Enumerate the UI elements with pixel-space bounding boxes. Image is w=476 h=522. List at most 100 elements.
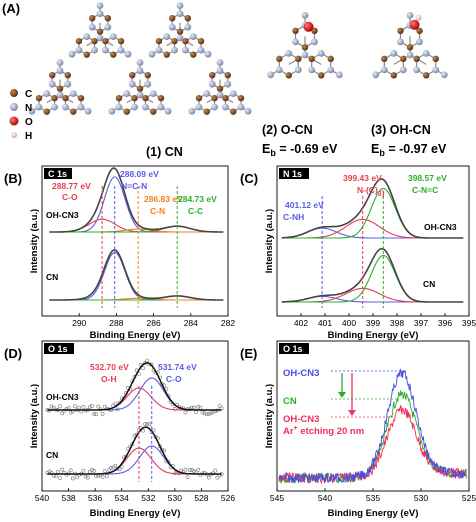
panel-d-top-data-point xyxy=(92,412,96,416)
panel-c-peak-399-43-assign: N-(C)3) xyxy=(357,185,385,198)
x-tick-label: 540 xyxy=(318,493,332,503)
panel-label-b: (B) xyxy=(4,171,22,186)
panel-c-peak-401-12: 401.12 eV xyxy=(285,200,324,210)
panel-e-spectrum-ohcn3 xyxy=(278,368,467,484)
panel-b-peak-288-77-assign: C-O xyxy=(62,192,78,202)
panel-d-top-data-point xyxy=(87,405,92,409)
panel-d-bottom-data-point xyxy=(70,476,75,481)
panel-b-title: C 1s xyxy=(48,169,67,179)
panel-c: (C) N 1s 402 401 400 399 398 397 396 395 Bindin… xyxy=(240,165,476,341)
panel-e-legend-cn: CN xyxy=(283,396,297,407)
panel-d-bottom-data-point xyxy=(113,463,118,468)
panel-d-peak-532-70: 532.70 eV xyxy=(90,362,129,372)
structure-2-label: (2) O-CN xyxy=(262,123,313,137)
panel-b-peak-284-73: 284.73 eV xyxy=(178,194,217,204)
panel-d-bottom-data-point xyxy=(183,467,188,472)
panel-d-bottom-data-point xyxy=(215,475,220,480)
panel-d-top-data-point xyxy=(172,407,177,411)
x-tick-label: 538 xyxy=(61,493,75,503)
panel-d-bottom-data-point xyxy=(77,472,82,477)
panel-d-top-data-point xyxy=(96,404,101,409)
x-tick-label: 284 xyxy=(184,318,198,328)
panel-b-x-label: Binding Energy (eV) xyxy=(90,330,181,341)
panel-d-bottom-data-point xyxy=(151,428,156,433)
panel-d-bottom-data-point xyxy=(115,466,120,471)
panel-d-bottom-data-point xyxy=(109,466,113,470)
x-tick-label: 536 xyxy=(88,493,102,503)
panel-b-peak-286-83-assign: C-N xyxy=(150,206,165,216)
panel-d-top-data-point xyxy=(219,406,224,411)
panel-c-peak-401-12-assign: C-NH xyxy=(283,212,304,222)
panel-b: (B) C 1s 290 288 286 284 282 Binding Energy … xyxy=(4,165,235,341)
panel-c-peak-398-57: 398.57 eV xyxy=(408,173,447,183)
panel-d-top-envelope xyxy=(47,362,222,411)
structure-2-eb: Eb = -0.69 eV xyxy=(262,142,338,158)
panel-c-x-label: Binding Energy (eV) xyxy=(328,330,419,341)
panel-d-bottom-data-point xyxy=(102,469,107,474)
panel-d-top-data-point xyxy=(145,358,150,363)
panel-d-bottom-data-point xyxy=(187,468,192,472)
panel-d-bottom-data-point xyxy=(206,475,211,480)
x-tick-label: 398 xyxy=(390,318,404,328)
panel-e-arrows xyxy=(331,370,406,418)
panel-c-title: N 1s xyxy=(283,169,302,179)
panel-d-bottom-data-point xyxy=(75,475,79,480)
panel-a: (A) C N O H (1) CN (2) O-CN Eb = -0.69 e… xyxy=(2,1,448,159)
panel-d-bottom-envelope xyxy=(47,426,222,475)
x-tick-label: 534 xyxy=(115,493,129,503)
panel-label-e: (E) xyxy=(240,346,257,361)
x-tick-label: 397 xyxy=(414,318,428,328)
panel-d-bottom-data-point xyxy=(147,422,152,427)
panel-e-title-bg xyxy=(279,343,309,354)
legend-n-swatch xyxy=(10,103,18,111)
panel-c-bottom-fit-cnc xyxy=(281,254,464,303)
panel-d-bottom-data-point xyxy=(68,468,73,473)
panel-c-top-envelope xyxy=(281,178,464,239)
panel-d-top-data-point xyxy=(217,403,222,408)
panel-d-bottom-data-point xyxy=(213,468,218,473)
panel-d-bottom-data-point xyxy=(111,465,116,470)
panel-d-top-data-point xyxy=(102,404,107,409)
panel-d-sample-ohcn3: OH-CN3 xyxy=(46,392,79,402)
panel-d-title-bg xyxy=(44,343,74,354)
panel-c-sample-ohcn3: OH-CN3 xyxy=(424,222,457,232)
panel-c-title-bg xyxy=(279,168,309,179)
panel-d-peak-531-74-assign: C-O xyxy=(166,374,182,384)
panel-d-bottom-data-point xyxy=(145,422,150,427)
panel-d-top-data-point xyxy=(73,404,77,409)
x-tick-label: 400 xyxy=(342,318,356,328)
panel-b-top-envelope xyxy=(49,167,224,233)
panel-c-bottom-fit-nc3 xyxy=(281,287,464,303)
panel-e-x-label: Binding Energy (eV) xyxy=(328,508,419,519)
panel-d-peak-531-74: 531.74 eV xyxy=(158,362,197,372)
panel-d-top-data-point xyxy=(58,404,62,409)
legend-c-label: C xyxy=(25,89,32,100)
panel-d-top-data-point xyxy=(60,411,65,416)
panel-d-top-data-point xyxy=(100,411,105,416)
panel-c-peak-399-43: 399.43 eV xyxy=(343,173,382,183)
panel-c-peak-398-57-assign: C-N=C xyxy=(412,185,438,195)
x-tick-label: 282 xyxy=(221,318,235,328)
panel-d-bottom-data-point xyxy=(104,474,109,479)
panel-b-peak-288-09: 288.09 eV xyxy=(120,169,159,179)
x-tick-label: 540 xyxy=(35,493,49,503)
panel-b-peak-288-77: 288.77 eV xyxy=(52,181,91,191)
panel-c-bottom-fit-cnh xyxy=(281,295,464,303)
panel-d-bottom-data-point xyxy=(85,475,90,480)
panel-b-curves xyxy=(49,167,224,308)
panel-d-bottom-data-point xyxy=(107,467,111,472)
panel-d-bottom-data-point xyxy=(141,428,145,433)
panel-d-bottom-data-point xyxy=(185,475,190,480)
panel-d-bottom-data-point xyxy=(58,476,62,481)
panel-b-x-ticks: 290 288 286 284 282 xyxy=(72,313,235,328)
x-tick-label: 530 xyxy=(414,493,428,503)
structure-3-eb: Eb = -0.97 eV xyxy=(371,142,447,158)
panel-d-bottom-data-point xyxy=(143,422,147,426)
panel-b-sample-ohcn3: OH-CN3 xyxy=(46,210,79,220)
panel-d-bottom-data-point xyxy=(81,468,86,473)
panel-b-peak-284-73-assign: C-C xyxy=(188,206,203,216)
legend-h-label: H xyxy=(25,131,32,142)
panel-d-peak-532-70-assign: O-H xyxy=(101,374,117,384)
panel-b-sample-cn: CN xyxy=(46,272,58,282)
panel-c-bottom-envelope xyxy=(281,247,464,303)
